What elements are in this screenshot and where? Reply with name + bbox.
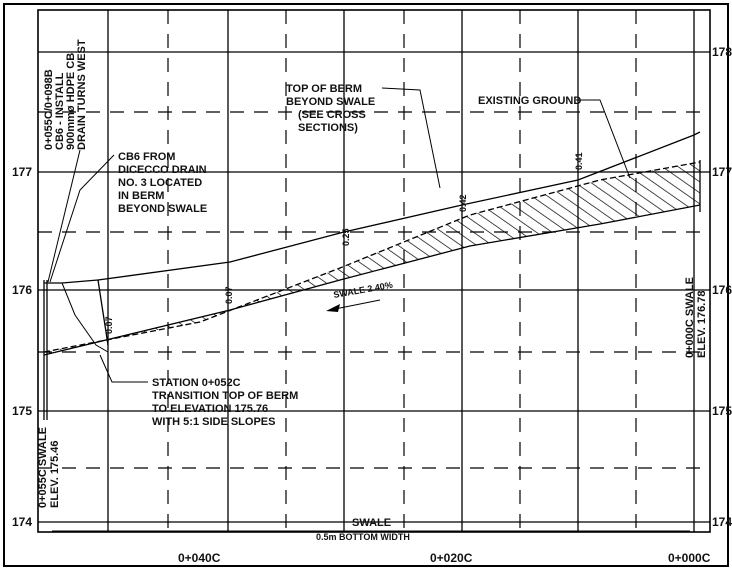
depth-label-2: 0.07 [224,286,234,304]
station-note-line-2: TRANSITION TOP OF BERM [152,390,298,402]
plot-frame [37,9,711,533]
y-tick-right-178: 178 [712,45,732,59]
y-tick-left-177: 177 [12,165,32,179]
bottom-swale-label: SWALE [352,517,391,529]
cb6-from-line-4: IN BERM [118,190,164,202]
top-of-berm-line-4: SECTIONS) [298,122,358,134]
leader-existing-ground [576,99,631,179]
existing-ground-line [43,161,701,353]
cb6-install-line-4: DRAIN TURNS WEST [76,39,88,150]
cb6-install-line-2: CB6 - INSTALL [54,72,66,150]
swale-slope-label: SWALE 2.40% [333,280,394,300]
berm-transition-slope [61,282,109,353]
swale-profile-line [43,204,701,356]
station-note: STATION 0+052C TRANSITION TOP OF BERM TO… [152,377,298,428]
cb6-from-line-5: BEYOND SWALE [118,203,207,215]
cb6-from-line-2: DICECCO DRAIN [118,164,207,176]
y-tick-left-174: 174 [12,515,32,529]
depth-label-1: 0.07 [104,316,114,334]
y-tick-right-174: 174 [712,515,732,529]
leader-cb6-install [47,149,81,283]
cb6-install-line-1: 0+055C/0+098B [43,69,55,150]
x-tick-0-020c: 0+020C [430,551,473,565]
leader-cb6-from [49,154,115,283]
berm-end-vertical [97,279,109,346]
station-note-line-3: TO ELEVATION 175.76 [152,403,268,415]
right-swale-line-1: 0+000C SWALE [684,277,696,358]
station-note-line-4: WITH 5:1 SIDE SLOPES [152,416,275,428]
y-tick-left-175: 175 [12,404,32,418]
depth-label-3: 0.25 [341,228,351,246]
y-tick-right-175: 175 [712,404,732,418]
left-swale-line-2: ELEV. 175.46 [49,441,61,508]
right-swale-label: 0+000C SWALE ELEV. 176.78 [684,277,708,358]
y-tick-left-176: 176 [12,283,32,297]
top-of-berm-label: TOP OF BERM BEYOND SWALE (SEE CROSS SECT… [286,83,375,134]
x-tick-0-040c: 0+040C [178,551,221,565]
top-of-berm-line-3: (SEE CROSS [298,109,366,121]
cb6-install-label: 0+055C/0+098B CB6 - INSTALL 900mmø HDPE … [43,39,88,150]
cb6-from-label: CB6 FROM DICECCO DRAIN NO. 3 LOCATED IN … [118,151,207,215]
top-of-berm-line-1: TOP OF BERM [286,83,362,95]
cb6-install-line-3: 900mmø HDPE CB [65,53,77,150]
bottom-width-label: 0.5m BOTTOM WIDTH [316,532,410,542]
left-swale-label: 0+055C SWALE ELEV. 175.46 [37,427,61,508]
leader-top-of-berm [381,87,441,189]
top-of-berm-start [44,279,99,284]
right-swale-line-2: ELEV. 176.78 [696,291,708,358]
depth-label-5: 0.41 [574,152,584,170]
outer-frame [3,3,729,567]
existing-ground-label: EXISTING GROUND [478,95,581,107]
swale-arrow-head [326,304,340,312]
y-tick-right-176: 176 [712,283,732,297]
y-tick-right-177: 177 [712,165,732,179]
x-tick-0-000c: 0+000C [668,551,711,565]
cb6-from-line-3: NO. 3 LOCATED [118,177,202,189]
depth-label-4: 0.42 [458,194,468,212]
top-of-berm-line-2: BEYOND SWALE [286,96,375,108]
station-note-line-1: STATION 0+052C [152,377,241,389]
cb6-from-line-1: CB6 FROM [118,151,175,163]
grid [38,10,710,532]
cut-hatch-area [44,162,700,355]
leader-station [99,354,148,383]
left-swale-line-1: 0+055C SWALE [37,427,49,508]
